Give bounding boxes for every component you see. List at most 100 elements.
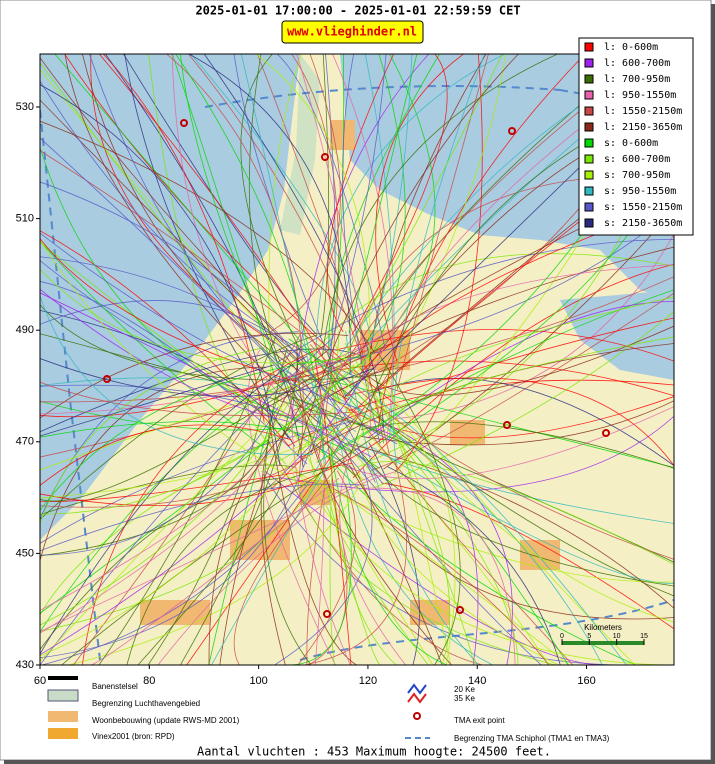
track (291, 54, 339, 459)
track (137, 481, 281, 665)
track (381, 482, 674, 630)
track (261, 336, 674, 473)
track (349, 464, 674, 620)
track (391, 233, 674, 420)
track (40, 147, 333, 432)
track (322, 54, 558, 356)
track (73, 334, 301, 665)
legend-label: s: 600-700m (604, 154, 670, 165)
track (332, 264, 674, 377)
track (40, 445, 275, 634)
track (357, 461, 674, 565)
track (389, 54, 436, 333)
track (91, 477, 340, 665)
track (308, 434, 429, 665)
track (306, 487, 326, 665)
track (305, 54, 503, 430)
track (276, 238, 674, 363)
track (394, 296, 674, 389)
track (40, 358, 381, 471)
legend-label: l: 700-950m (604, 74, 670, 85)
track (40, 347, 373, 657)
track (329, 54, 387, 348)
legend-swatch (584, 186, 594, 196)
legend-text: Banenstelsel (92, 682, 138, 691)
legend-label: l: 600-700m (604, 58, 670, 69)
track (40, 464, 295, 515)
title: 2025-01-01 17:00:00 - 2025-01-01 22:59:5… (195, 4, 520, 18)
track (40, 333, 384, 415)
track (313, 354, 352, 665)
track (269, 387, 434, 665)
y-tick-label: 430 (16, 659, 34, 671)
track (40, 366, 266, 561)
track (263, 347, 312, 665)
track (40, 384, 393, 487)
track (261, 348, 542, 665)
sea (40, 54, 300, 540)
legend-swatch (584, 106, 594, 116)
track (315, 54, 505, 360)
legend-swatch (584, 202, 594, 212)
track (304, 461, 407, 665)
track (315, 443, 636, 665)
track (40, 455, 264, 611)
track (81, 345, 325, 665)
track (375, 405, 456, 665)
legend-text: TMA exit point (454, 716, 505, 725)
track (90, 54, 276, 344)
track (40, 230, 290, 447)
badge[interactable]: www.vlieghinder.nl (287, 25, 417, 39)
track (372, 311, 674, 489)
scale-title: Kilometers (584, 623, 622, 632)
track (40, 356, 361, 511)
legend-swatch (584, 138, 594, 148)
track (288, 395, 674, 563)
legend-swatch (584, 90, 594, 100)
legend-swatch (584, 218, 594, 228)
track (360, 421, 674, 469)
legend-swatch (584, 122, 594, 132)
track (40, 432, 289, 616)
legend-label: l: 2150-3650m (604, 122, 682, 133)
track (378, 354, 461, 665)
legend: l: 0-600m l: 600-700m l: 700-950m l: 950-15… (578, 37, 694, 236)
legend-text: Begrenzing Luchthavengebied (92, 699, 200, 708)
track (365, 487, 516, 665)
track (328, 54, 440, 401)
track (278, 348, 443, 665)
badge-box[interactable] (281, 20, 424, 44)
track (40, 241, 365, 481)
y-tick-label: 490 (16, 324, 34, 336)
track (40, 340, 398, 403)
track (288, 338, 569, 665)
track (296, 343, 452, 665)
track (268, 54, 302, 379)
track (40, 292, 372, 458)
track (364, 54, 395, 441)
legend-swatch (584, 154, 594, 164)
track (329, 335, 493, 665)
track (331, 406, 674, 480)
legend-label: l: 0-600m (604, 42, 658, 53)
legend-label: s: 2150-3650m (604, 218, 682, 229)
track (279, 415, 674, 493)
legend-label: s: 950-1550m (604, 186, 676, 197)
track (40, 389, 290, 502)
track (40, 137, 384, 484)
legend-label: l: 950-1550m (604, 90, 676, 101)
track (40, 295, 314, 456)
map: 0 5 10 15 (40, 54, 674, 665)
track (40, 364, 355, 515)
track (329, 486, 550, 665)
footer: Aantal vluchten : 453 Maximum hoogte: 24… (197, 745, 551, 759)
track (40, 406, 279, 556)
track (40, 359, 374, 656)
track (40, 421, 353, 544)
track (330, 380, 674, 468)
track (329, 208, 674, 365)
track (383, 208, 674, 470)
track (40, 238, 299, 383)
